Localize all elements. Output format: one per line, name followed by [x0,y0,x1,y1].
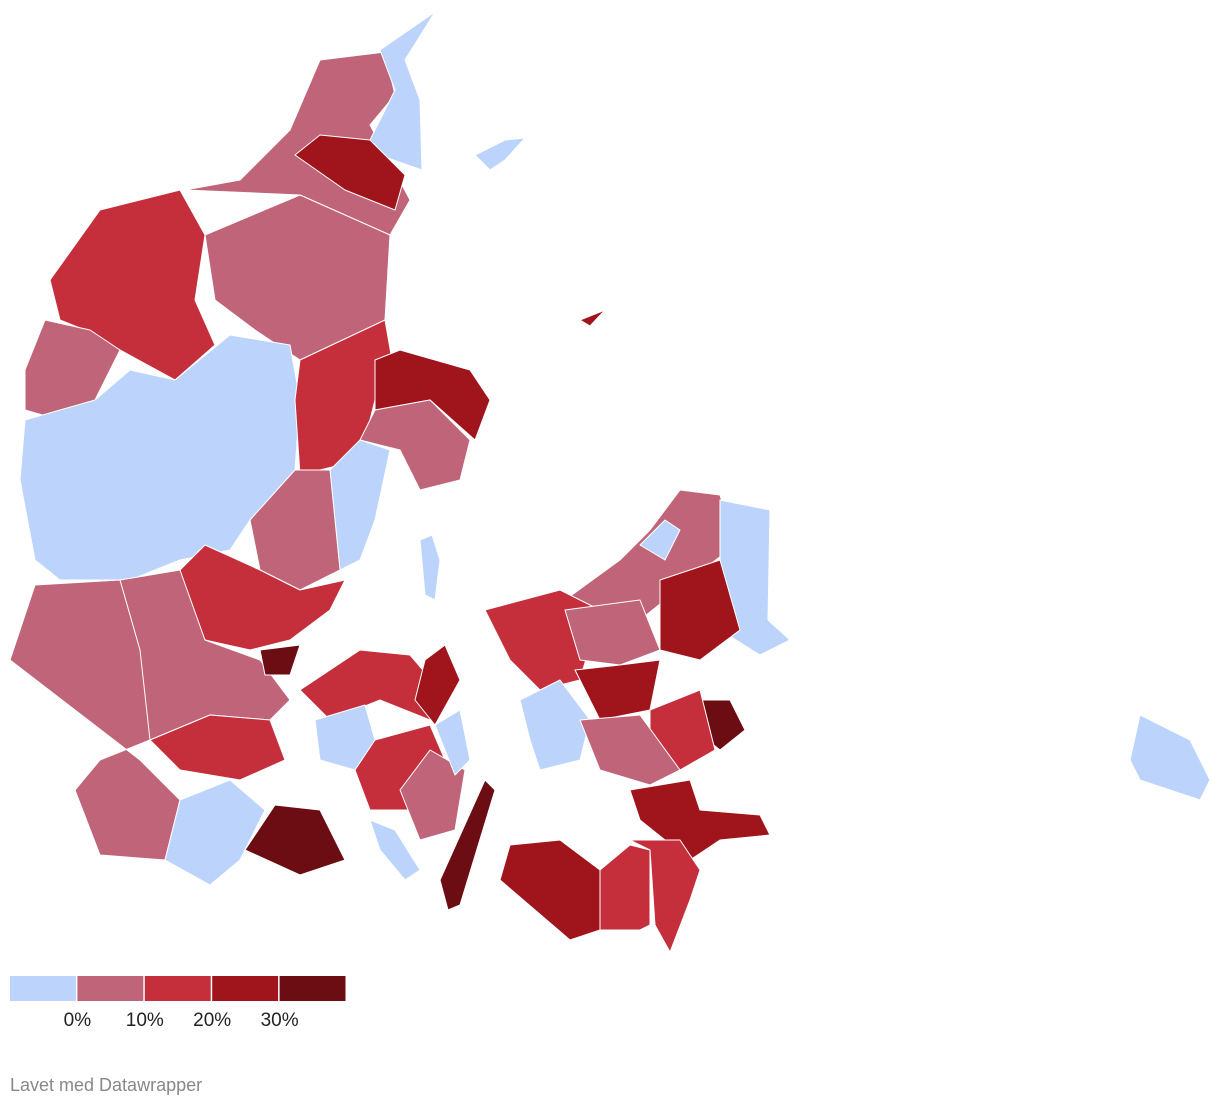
region [414,644,461,726]
region [294,134,406,211]
legend-label: 30% [261,1010,299,1031]
legend-swatch [144,976,211,1001]
legend-label: 10% [126,1010,164,1031]
region [434,709,471,776]
legend-swatch [279,976,346,1001]
region [359,399,471,491]
region [574,659,661,721]
region [149,714,286,781]
map [9,11,1211,953]
region [499,839,601,941]
region [439,779,496,911]
legend-swatch [10,976,76,1001]
region [399,749,466,841]
region [369,819,421,881]
legend-swatch [212,976,279,1001]
region [659,559,741,661]
region [579,714,681,786]
region [1129,714,1211,801]
region [564,489,736,621]
region [364,11,436,171]
region [519,679,591,771]
credit: Lavet med Datawrapper [10,1075,202,1095]
legend-swatch [77,976,144,1001]
region [164,779,266,886]
legend-label: 0% [64,1010,92,1031]
region [639,519,681,561]
region [119,569,291,741]
region [24,319,121,421]
legend-label: 20% [193,1010,231,1031]
legend: 0% 10% 20% 30% [10,976,346,1031]
region [259,644,301,676]
region [564,599,661,666]
region [474,137,526,171]
region [244,804,346,876]
region [599,844,651,931]
region [629,839,701,953]
region [419,534,441,601]
region [579,309,606,327]
